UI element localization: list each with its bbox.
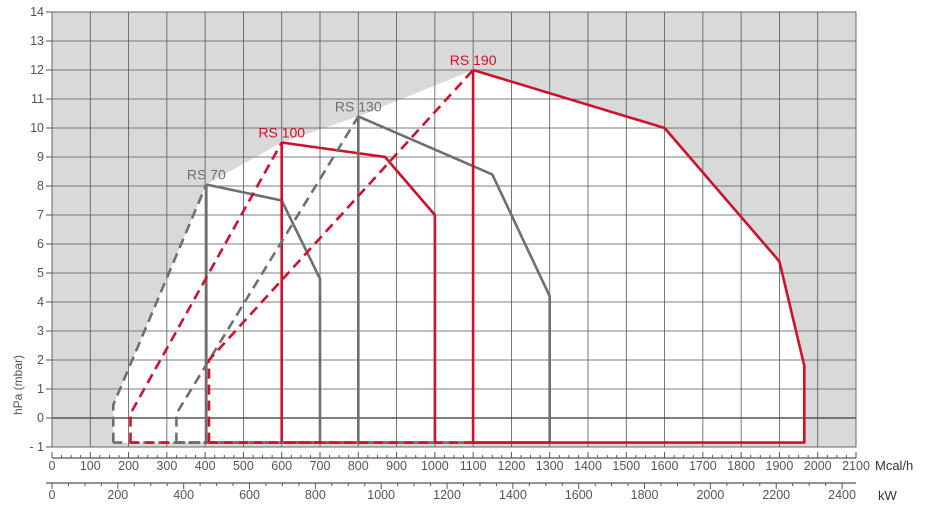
series-label: RS 100 [258, 125, 305, 141]
x-tick-label-primary: 2100 [842, 459, 870, 473]
x-tick-label-primary: 300 [156, 459, 177, 473]
series-envelope [280, 141, 437, 444]
x-tick-label-primary: 1400 [574, 459, 602, 473]
y-tick-label: 0 [37, 411, 44, 425]
x-tick-label-secondary: 2400 [828, 488, 856, 502]
y-tick-label: 10 [30, 121, 44, 135]
x-tick-label-primary: 1200 [498, 459, 526, 473]
series-start-dashed [112, 183, 208, 443]
series-envelope [205, 183, 322, 444]
x-axis-unit-primary: Mcal/h [875, 458, 913, 473]
series-start-dashed [207, 69, 475, 443]
y-tick-label: 4 [37, 295, 44, 309]
x-tick-label-primary: 1900 [766, 459, 794, 473]
x-tick-label-secondary: 1800 [631, 488, 659, 502]
x-tick-label-secondary: 1200 [433, 488, 461, 502]
x-tick-label-primary: 0 [49, 459, 56, 473]
x-tick-label-primary: 500 [233, 459, 254, 473]
y-tick-label: 7 [37, 208, 44, 222]
y-tick-label: 12 [30, 63, 44, 77]
x-tick-label-primary: 1300 [536, 459, 564, 473]
x-tick-label-secondary: 200 [107, 488, 128, 502]
series-envelope [356, 115, 552, 444]
y-tick-label: 1 [37, 382, 44, 396]
x-tick-label-secondary: 400 [173, 488, 194, 502]
y-axis-label: hPa (mbar) [11, 355, 25, 415]
y-tick-label: 13 [30, 34, 44, 48]
y-tick-label: 11 [31, 92, 44, 106]
series-envelope [471, 68, 806, 444]
x-tick-label-primary: 700 [310, 459, 331, 473]
x-tick-label-primary: 1700 [689, 459, 717, 473]
x-tick-label-secondary: 600 [239, 488, 260, 502]
x-tick-label-primary: 400 [195, 459, 216, 473]
x-axis-unit-secondary: kW [878, 488, 898, 503]
y-tick-label: 5 [37, 266, 44, 280]
y-tick-label: - 1 [29, 440, 44, 454]
y-tick-label: 6 [37, 237, 44, 251]
series-label: RS 70 [187, 167, 226, 183]
x-tick-label-primary: 1600 [651, 459, 679, 473]
x-tick-label-secondary: 2200 [762, 488, 790, 502]
x-tick-label-secondary: 800 [305, 488, 326, 502]
y-tick-label: 3 [37, 324, 44, 338]
y-tick-label: 8 [37, 179, 44, 193]
series-start-dashed [129, 141, 283, 443]
x-axis-secondary: 0 200 400 600 800 1000 1200 1400 1600 1800 2000 220… [46, 482, 856, 502]
x-tick-label-primary: 800 [348, 459, 369, 473]
x-tick-label-secondary: 1400 [499, 488, 527, 502]
y-tick-label: 9 [37, 150, 44, 164]
series-rs-190: RS 190 [207, 52, 806, 444]
series-lines: RS 70 RS 100 RS 130 RS 190 [112, 52, 806, 444]
x-tick-label-primary: 1800 [727, 459, 755, 473]
x-tick-label-secondary: 0 [49, 488, 56, 502]
x-tick-label-secondary: 1600 [565, 488, 593, 502]
x-tick-label-primary: 600 [271, 459, 292, 473]
x-tick-label-primary: 900 [386, 459, 407, 473]
x-tick-label-secondary: 2000 [696, 488, 724, 502]
x-tick-label-primary: 1500 [612, 459, 640, 473]
x-tick-label-primary: 200 [118, 459, 139, 473]
x-tick-label-primary: 1100 [460, 459, 487, 473]
x-tick-label-primary: 1000 [421, 459, 449, 473]
operating-envelope-fill [113, 70, 805, 443]
plot-frame [51, 11, 857, 448]
x-axis-primary: 0 100 200 300 400 500 600 700 800 900 1000 1100 1200… [49, 452, 870, 473]
x-tick-label-primary: 2000 [804, 459, 832, 473]
x-tick-label-secondary: 1000 [367, 488, 395, 502]
y-tick-label: 2 [37, 353, 44, 367]
series-label: RS 190 [450, 52, 497, 68]
y-tick-label: 14 [30, 5, 44, 19]
x-tick-label-primary: 100 [80, 459, 101, 473]
series-rs-130: RS 130 [175, 98, 552, 444]
series-label: RS 130 [335, 98, 382, 114]
series-start-dashed [175, 115, 360, 443]
